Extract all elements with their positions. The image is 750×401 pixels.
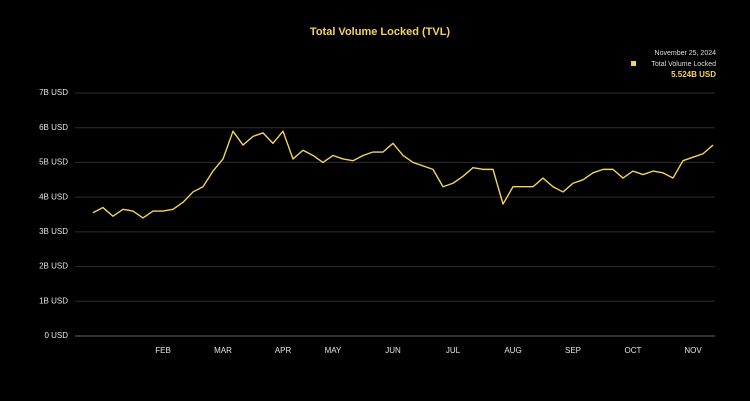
- legend-value: 5.524B USD: [671, 70, 716, 79]
- legend-label: Total Volume Locked: [651, 61, 716, 68]
- legend-date: November 25, 2024: [655, 50, 717, 57]
- y-tick-label: 1B USD: [39, 296, 68, 305]
- line: [92, 130, 714, 219]
- y-tick-label: 0 USD: [44, 331, 68, 340]
- x-tick-label: MAR: [214, 346, 232, 355]
- x-tick-label: NOV: [684, 346, 702, 355]
- x-tick-label: APR: [275, 346, 292, 355]
- x-tick-label: JUN: [385, 346, 401, 355]
- y-tick-label: 2B USD: [39, 262, 68, 271]
- legend-swatch: [631, 61, 636, 66]
- y-tick-label: 3B USD: [39, 227, 68, 236]
- y-tick-label: 4B USD: [39, 192, 68, 201]
- x-tick-label: JUL: [446, 346, 461, 355]
- x-tick-label: AUG: [504, 346, 521, 355]
- chart-title: Total Volume Locked (TVL): [310, 26, 450, 38]
- y-tick-label: 6B USD: [39, 123, 68, 132]
- x-tick-label: SEP: [565, 346, 581, 355]
- y-tick-label: 5B USD: [39, 158, 68, 167]
- y-tick-label: 7B USD: [39, 88, 68, 97]
- x-tick-label: OCT: [625, 346, 642, 355]
- x-tick-label: MAY: [325, 346, 342, 355]
- x-tick-label: FEB: [155, 346, 171, 355]
